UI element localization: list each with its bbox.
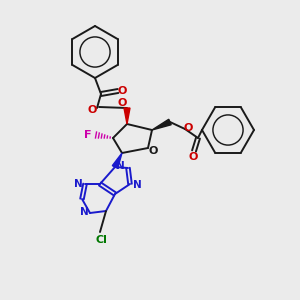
Text: N: N [80, 207, 88, 217]
Text: O: O [148, 146, 158, 156]
Polygon shape [124, 108, 130, 124]
Text: N: N [116, 161, 124, 171]
Text: F: F [84, 130, 92, 140]
Text: O: O [183, 123, 193, 133]
Text: O: O [188, 152, 198, 162]
Polygon shape [112, 153, 122, 168]
Text: O: O [87, 105, 97, 115]
Text: O: O [117, 86, 127, 96]
Text: N: N [74, 179, 82, 189]
Polygon shape [152, 119, 171, 130]
Text: O: O [117, 98, 127, 108]
Text: Cl: Cl [95, 235, 107, 245]
Text: N: N [133, 180, 141, 190]
